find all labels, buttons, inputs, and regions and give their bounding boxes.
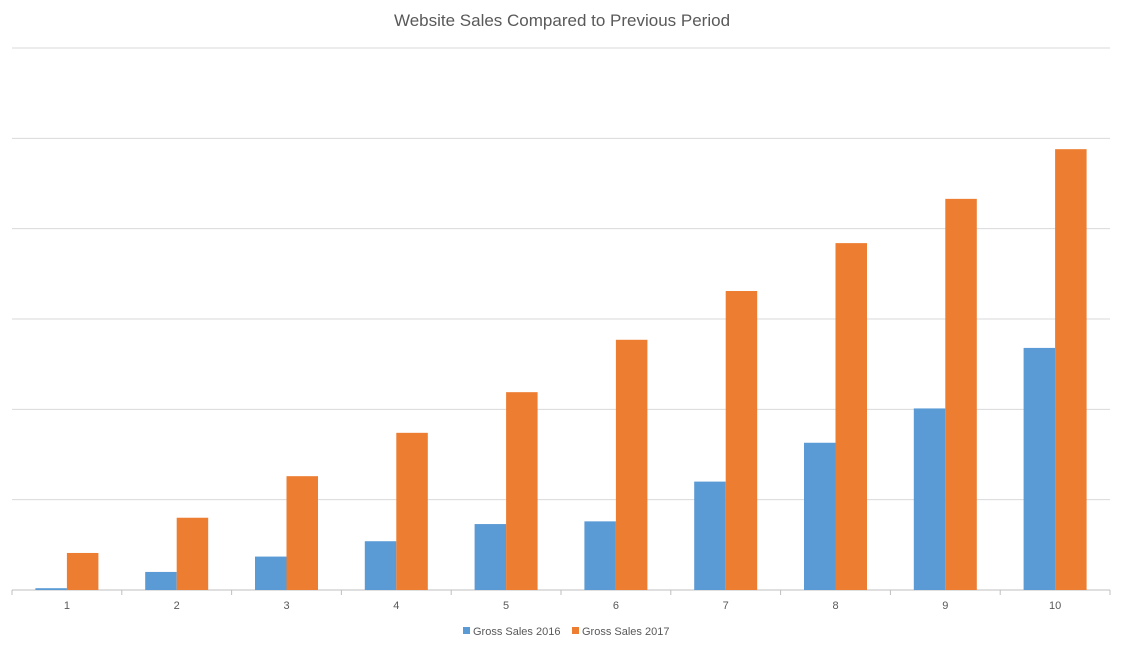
- bar-gross-sales-2016-7: [694, 481, 726, 590]
- bar-gross-sales-2016-8: [804, 442, 836, 590]
- x-tick-label: 7: [723, 600, 729, 612]
- bar-gross-sales-2016-9: [913, 408, 946, 590]
- bar-gross-sales-2016-4: [364, 541, 397, 590]
- legend-swatch: [463, 627, 470, 634]
- x-tick-label: 2: [174, 600, 180, 612]
- x-tick-label: 5: [503, 600, 509, 612]
- x-axis-ticks: 1 2 3 4 5 6 7 8 9 10: [11, 590, 1111, 612]
- bar-gross-sales-2016-6: [584, 521, 616, 590]
- x-tick-label: 9: [942, 600, 948, 612]
- bar-gross-sales-2017-6: [615, 339, 648, 590]
- bar-gross-sales-2017-3: [286, 476, 318, 590]
- gridlines: [12, 47, 1110, 591]
- bar-gross-sales-2016-2: [145, 571, 177, 590]
- legend-swatch: [572, 627, 579, 634]
- x-tick-label: 8: [832, 600, 838, 612]
- bar-gross-sales-2016-5: [474, 524, 507, 590]
- legend-label: Gross Sales 2016: [473, 626, 560, 638]
- bar-gross-sales-2016-3: [255, 556, 287, 590]
- chart-title: Website Sales Compared to Previous Perio…: [394, 11, 730, 30]
- bars: [35, 149, 1087, 590]
- bar-gross-sales-2017-8: [835, 243, 867, 590]
- bar-gross-sales-2016-1: [35, 588, 67, 590]
- bar-gross-sales-2017-7: [725, 290, 758, 590]
- x-tick-label: 6: [613, 600, 619, 612]
- bar-gross-sales-2017-9: [945, 198, 977, 590]
- bar-gross-sales-2016-10: [1023, 347, 1056, 590]
- bar-gross-sales-2017-4: [396, 432, 428, 590]
- bar-gross-sales-2017-5: [506, 392, 538, 590]
- x-tick-label: 4: [393, 600, 399, 612]
- x-tick-label: 1: [64, 600, 70, 612]
- legend: Gross Sales 2016 Gross Sales 2017: [463, 626, 669, 638]
- x-tick-label: 3: [283, 600, 289, 612]
- x-tick-label: 10: [1049, 600, 1061, 612]
- bar-gross-sales-2017-1: [66, 552, 99, 590]
- legend-label: Gross Sales 2017: [582, 626, 669, 638]
- bar-gross-sales-2017-2: [176, 517, 209, 590]
- bar-gross-sales-2017-10: [1055, 149, 1087, 590]
